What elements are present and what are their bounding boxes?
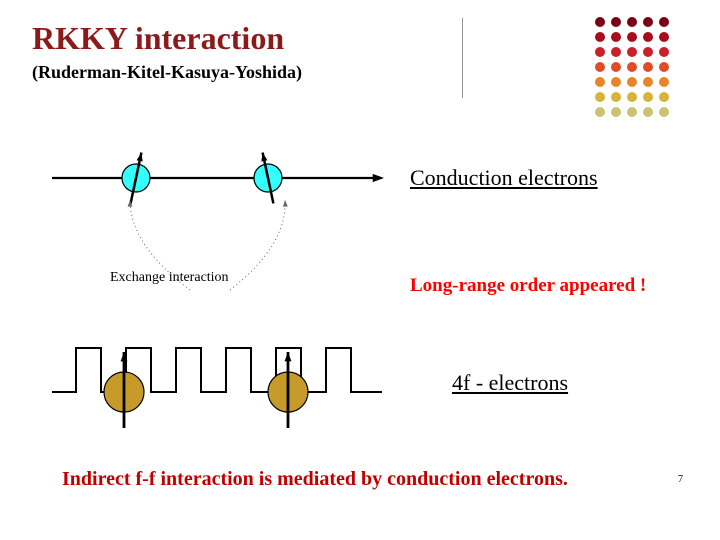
decorative-dot: [627, 107, 637, 117]
conduction-electrons-diagram: [48, 150, 388, 220]
decorative-dot: [627, 62, 637, 72]
decorative-dot: [659, 92, 669, 102]
decorative-dot: [611, 32, 621, 42]
decorative-dot: [659, 47, 669, 57]
4f-electrons-diagram: [48, 330, 388, 430]
decorative-dot: [643, 17, 653, 27]
decorative-dot: [659, 32, 669, 42]
decorative-dot: [611, 92, 621, 102]
decorative-dot: [595, 107, 605, 117]
decorative-dot: [611, 62, 621, 72]
decorative-dot: [611, 77, 621, 87]
decorative-dot: [611, 17, 621, 27]
title-divider: [462, 18, 463, 98]
slide-title: RKKY interaction: [32, 20, 284, 57]
decorative-dot: [643, 62, 653, 72]
decorative-dot: [595, 32, 605, 42]
footer-statement: Indirect f-f interaction is mediated by …: [62, 468, 568, 491]
decorative-dot: [595, 17, 605, 27]
decorative-dot: [627, 77, 637, 87]
decorative-dot: [659, 107, 669, 117]
4f-electrons-label: 4f - electrons: [452, 370, 568, 396]
decorative-dot: [595, 47, 605, 57]
decorative-dot: [659, 17, 669, 27]
decorative-dot: [643, 107, 653, 117]
decorative-dot: [611, 107, 621, 117]
decorative-dot: [643, 77, 653, 87]
decorative-dot: [659, 77, 669, 87]
long-range-order-label: Long-range order appeared !: [410, 275, 646, 297]
page-number: 7: [678, 474, 683, 485]
decorative-dot: [595, 77, 605, 87]
decorative-dot: [643, 47, 653, 57]
decorative-dot: [611, 47, 621, 57]
decorative-dot: [643, 92, 653, 102]
corner-dot-grid: [590, 12, 700, 142]
slide-subtitle: (Ruderman-Kitel-Kasuya-Yoshida): [32, 62, 302, 83]
decorative-dot: [627, 32, 637, 42]
decorative-dot: [627, 17, 637, 27]
decorative-dot: [659, 62, 669, 72]
decorative-dot: [595, 62, 605, 72]
exchange-interaction-label: Exchange interaction: [110, 270, 229, 286]
conduction-electrons-label: Conduction electrons: [410, 165, 598, 191]
slide: RKKY interaction (Ruderman-Kitel-Kasuya-…: [0, 0, 720, 540]
decorative-dot: [643, 32, 653, 42]
decorative-dot: [627, 47, 637, 57]
decorative-dot: [627, 92, 637, 102]
decorative-dot: [595, 92, 605, 102]
